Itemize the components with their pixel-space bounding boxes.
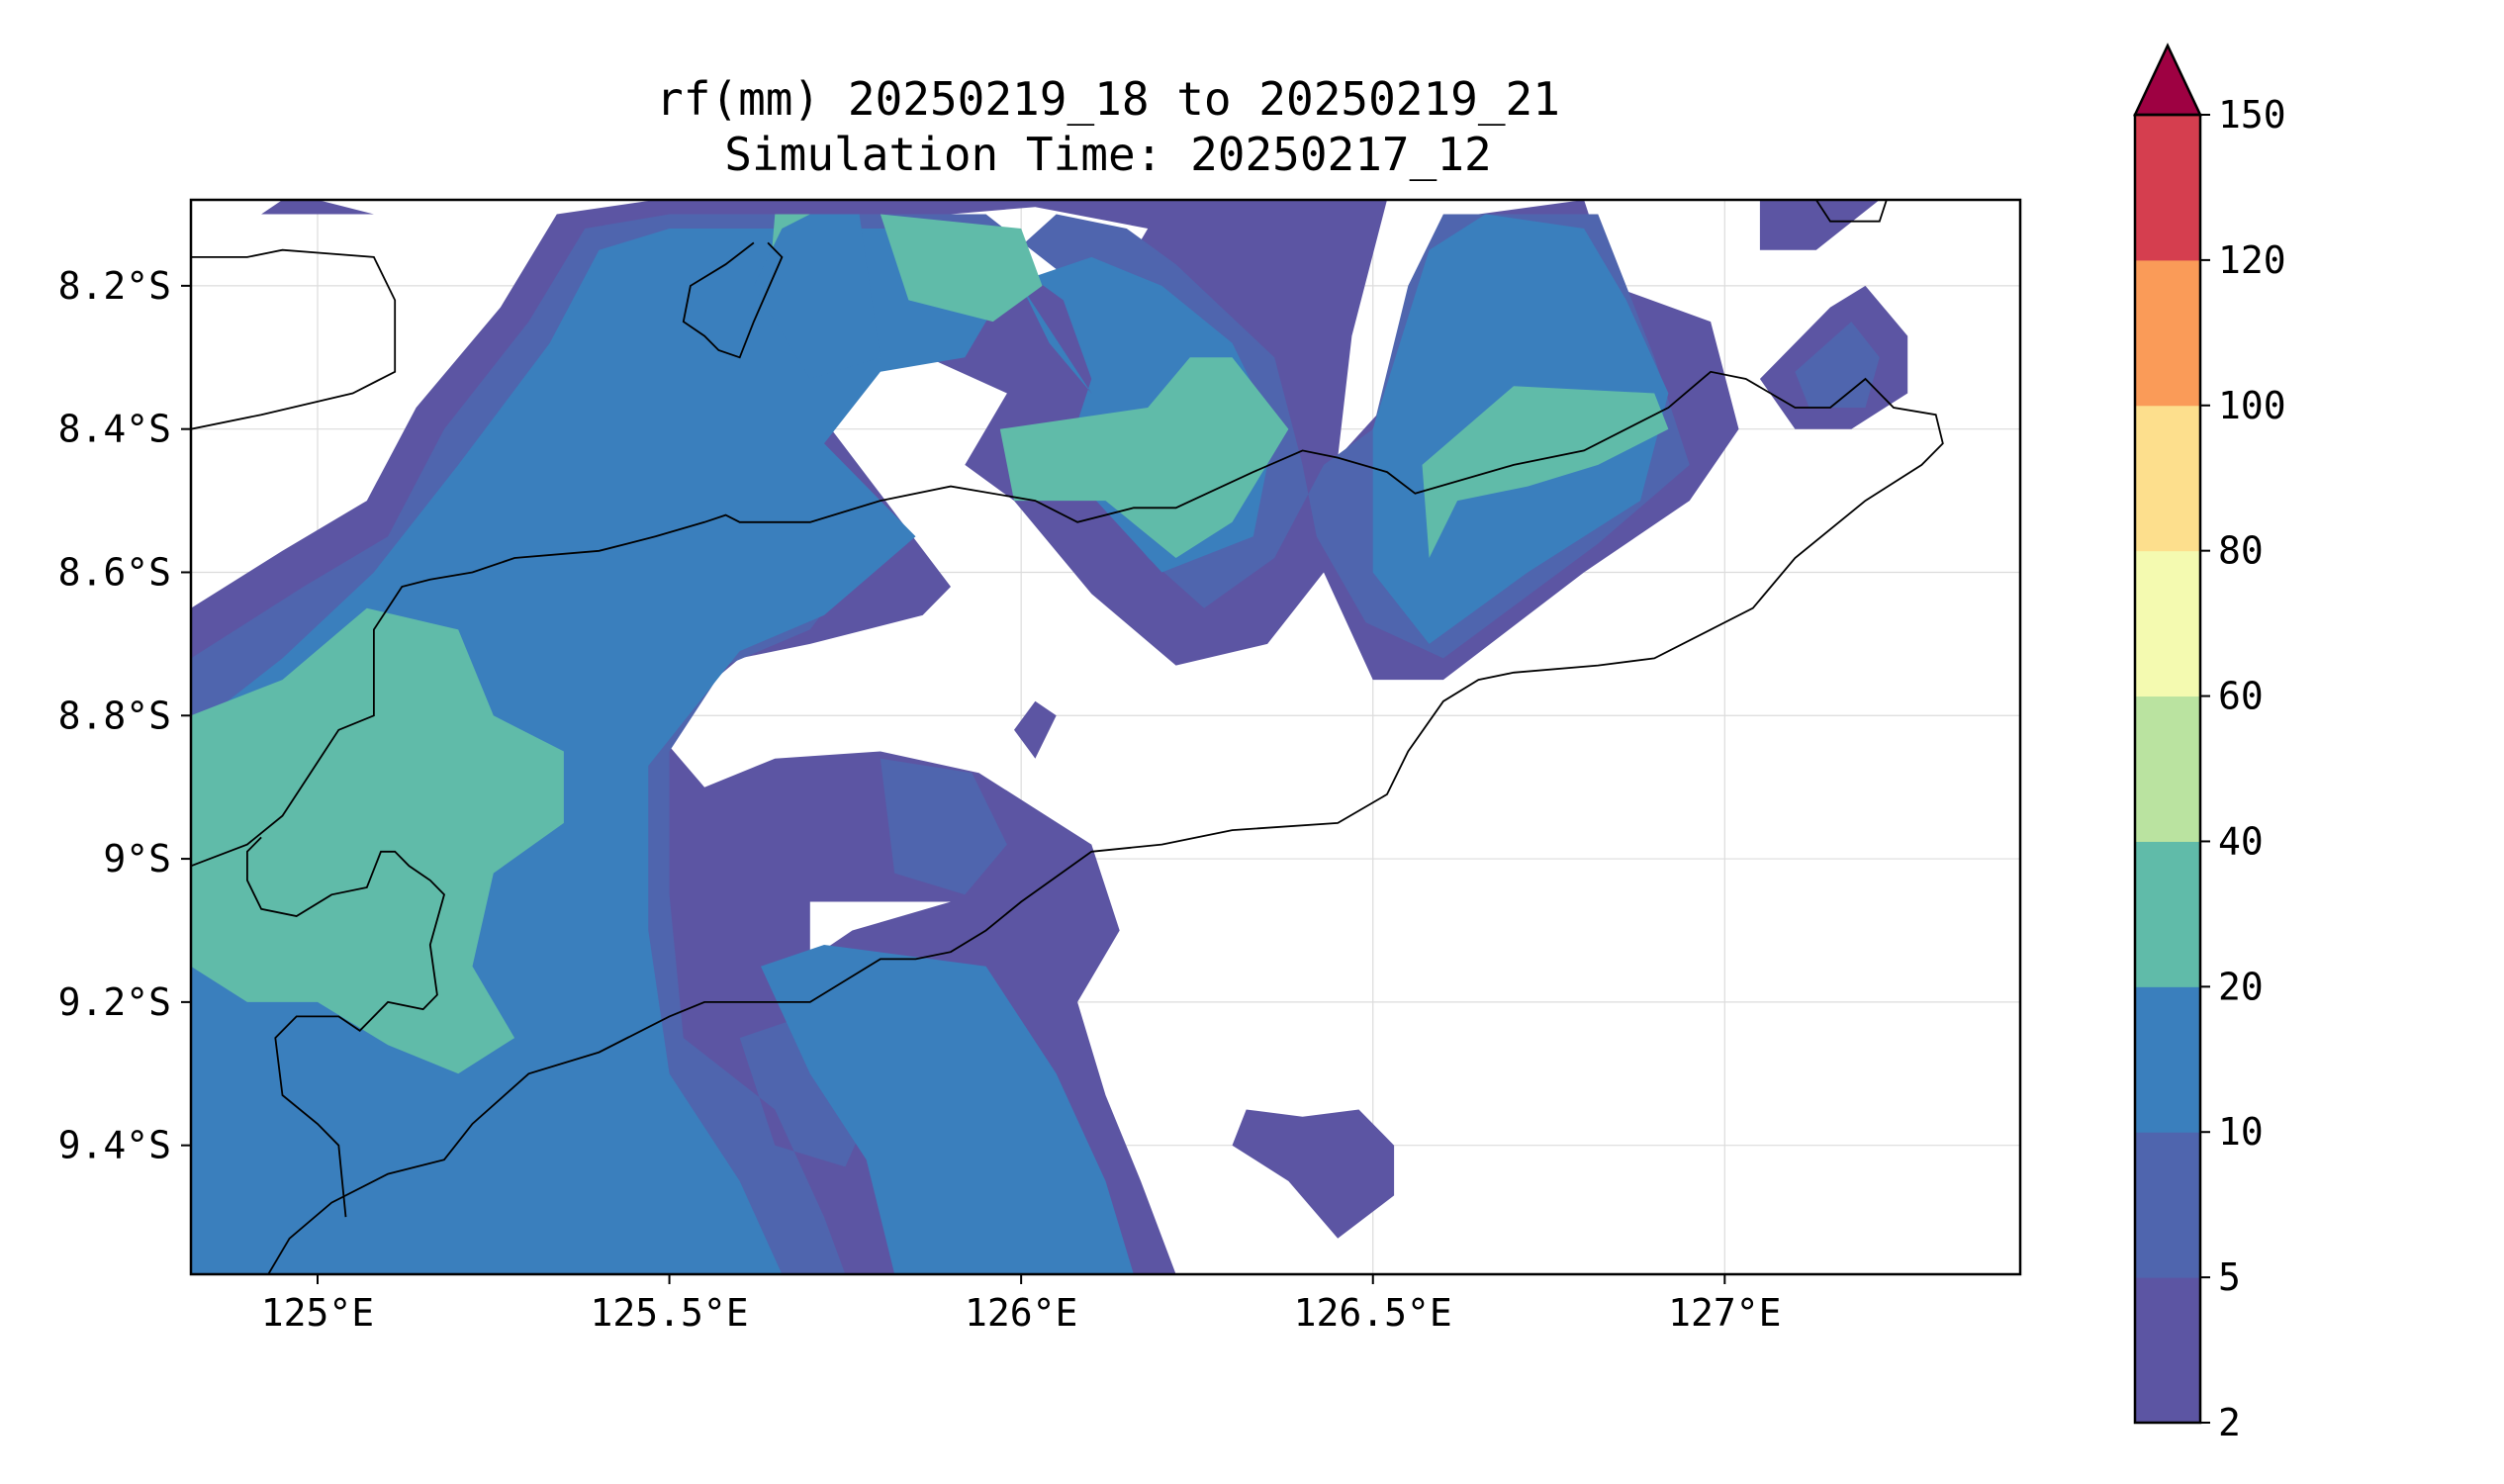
y-tick-label-6: 9.4°S: [58, 1124, 171, 1167]
colorbar: 2 5 10 20 40 60 80 100 120 150: [2133, 43, 2286, 1444]
colorbar-label-5: 60: [2218, 675, 2264, 718]
colorbar-segment-20-40: [2135, 841, 2200, 987]
coastlines: [191, 200, 1944, 1274]
map-frame: [189, 198, 2022, 1276]
rain-region-20mm-4: [191, 214, 1669, 1074]
coastline-4: [246, 836, 446, 1218]
colorbar-segment-2-5: [2135, 1277, 2200, 1424]
x-tick-label-0: 125°E: [261, 1291, 374, 1335]
colorbar-segment-120-150: [2135, 115, 2200, 261]
colorbar-label-9: 150: [2218, 93, 2286, 137]
y-tick-label-3: 8.8°S: [58, 694, 171, 737]
colorbar-segment-40-60: [2135, 696, 2200, 842]
rain-region-10mm-5: [753, 214, 881, 379]
colorbar-segment-5-10: [2135, 1132, 2200, 1278]
colorbar-label-1: 5: [2218, 1255, 2241, 1299]
coastline-1: [682, 241, 784, 359]
x-axis-ticks: 125°E 125.5°E 126°E 126.5°E 127°E: [261, 1274, 1782, 1335]
title-line-1: rf(mm) 20250219_18 to 20250219_21: [656, 72, 1560, 126]
coastline-2: [1815, 200, 1888, 223]
colorbar-label-0: 2: [2218, 1401, 2241, 1444]
y-tick-label-2: 8.6°S: [58, 550, 171, 594]
x-tick-label-1: 125.5°E: [591, 1291, 749, 1335]
title-line-2: Simulation Time: 20250217_12: [724, 128, 1491, 181]
colorbar-label-4: 40: [2218, 819, 2264, 863]
y-tick-label-0: 8.2°S: [58, 264, 171, 308]
rain-region-10mm-3: [191, 214, 1669, 1274]
colorbar-extend-triangle: [2133, 43, 2202, 117]
x-tick-label-4: 127°E: [1668, 1291, 1781, 1335]
colorbar-label-8: 120: [2218, 238, 2286, 282]
colorbar-segment-80-100: [2135, 405, 2200, 552]
x-tick-label-3: 126.5°E: [1294, 1291, 1452, 1335]
colorbar-segment-100-120: [2135, 259, 2200, 407]
x-tick-label-2: 126°E: [965, 1291, 1077, 1335]
colorbar-segment-60-80: [2135, 550, 2200, 697]
colorbar-segment-10-20: [2135, 986, 2200, 1133]
coastline-0: [191, 248, 397, 430]
rainfall-contours: [191, 200, 1908, 1274]
coastline-3: [191, 370, 1944, 1274]
colorbar-label-6: 80: [2218, 529, 2264, 573]
colorbar-label-2: 10: [2218, 1110, 2264, 1154]
colorbar-label-3: 20: [2218, 965, 2264, 1008]
y-tick-label-5: 9.2°S: [58, 980, 171, 1024]
y-tick-label-4: 9°S: [103, 837, 171, 881]
colorbar-label-7: 100: [2218, 384, 2286, 427]
y-axis-ticks: 8.2°S 8.4°S 8.6°S 8.8°S 9°S 9.2°S 9.4°S: [58, 264, 191, 1167]
colorbar-frame: [2133, 113, 2202, 1425]
y-tick-label-1: 8.4°S: [58, 408, 171, 451]
